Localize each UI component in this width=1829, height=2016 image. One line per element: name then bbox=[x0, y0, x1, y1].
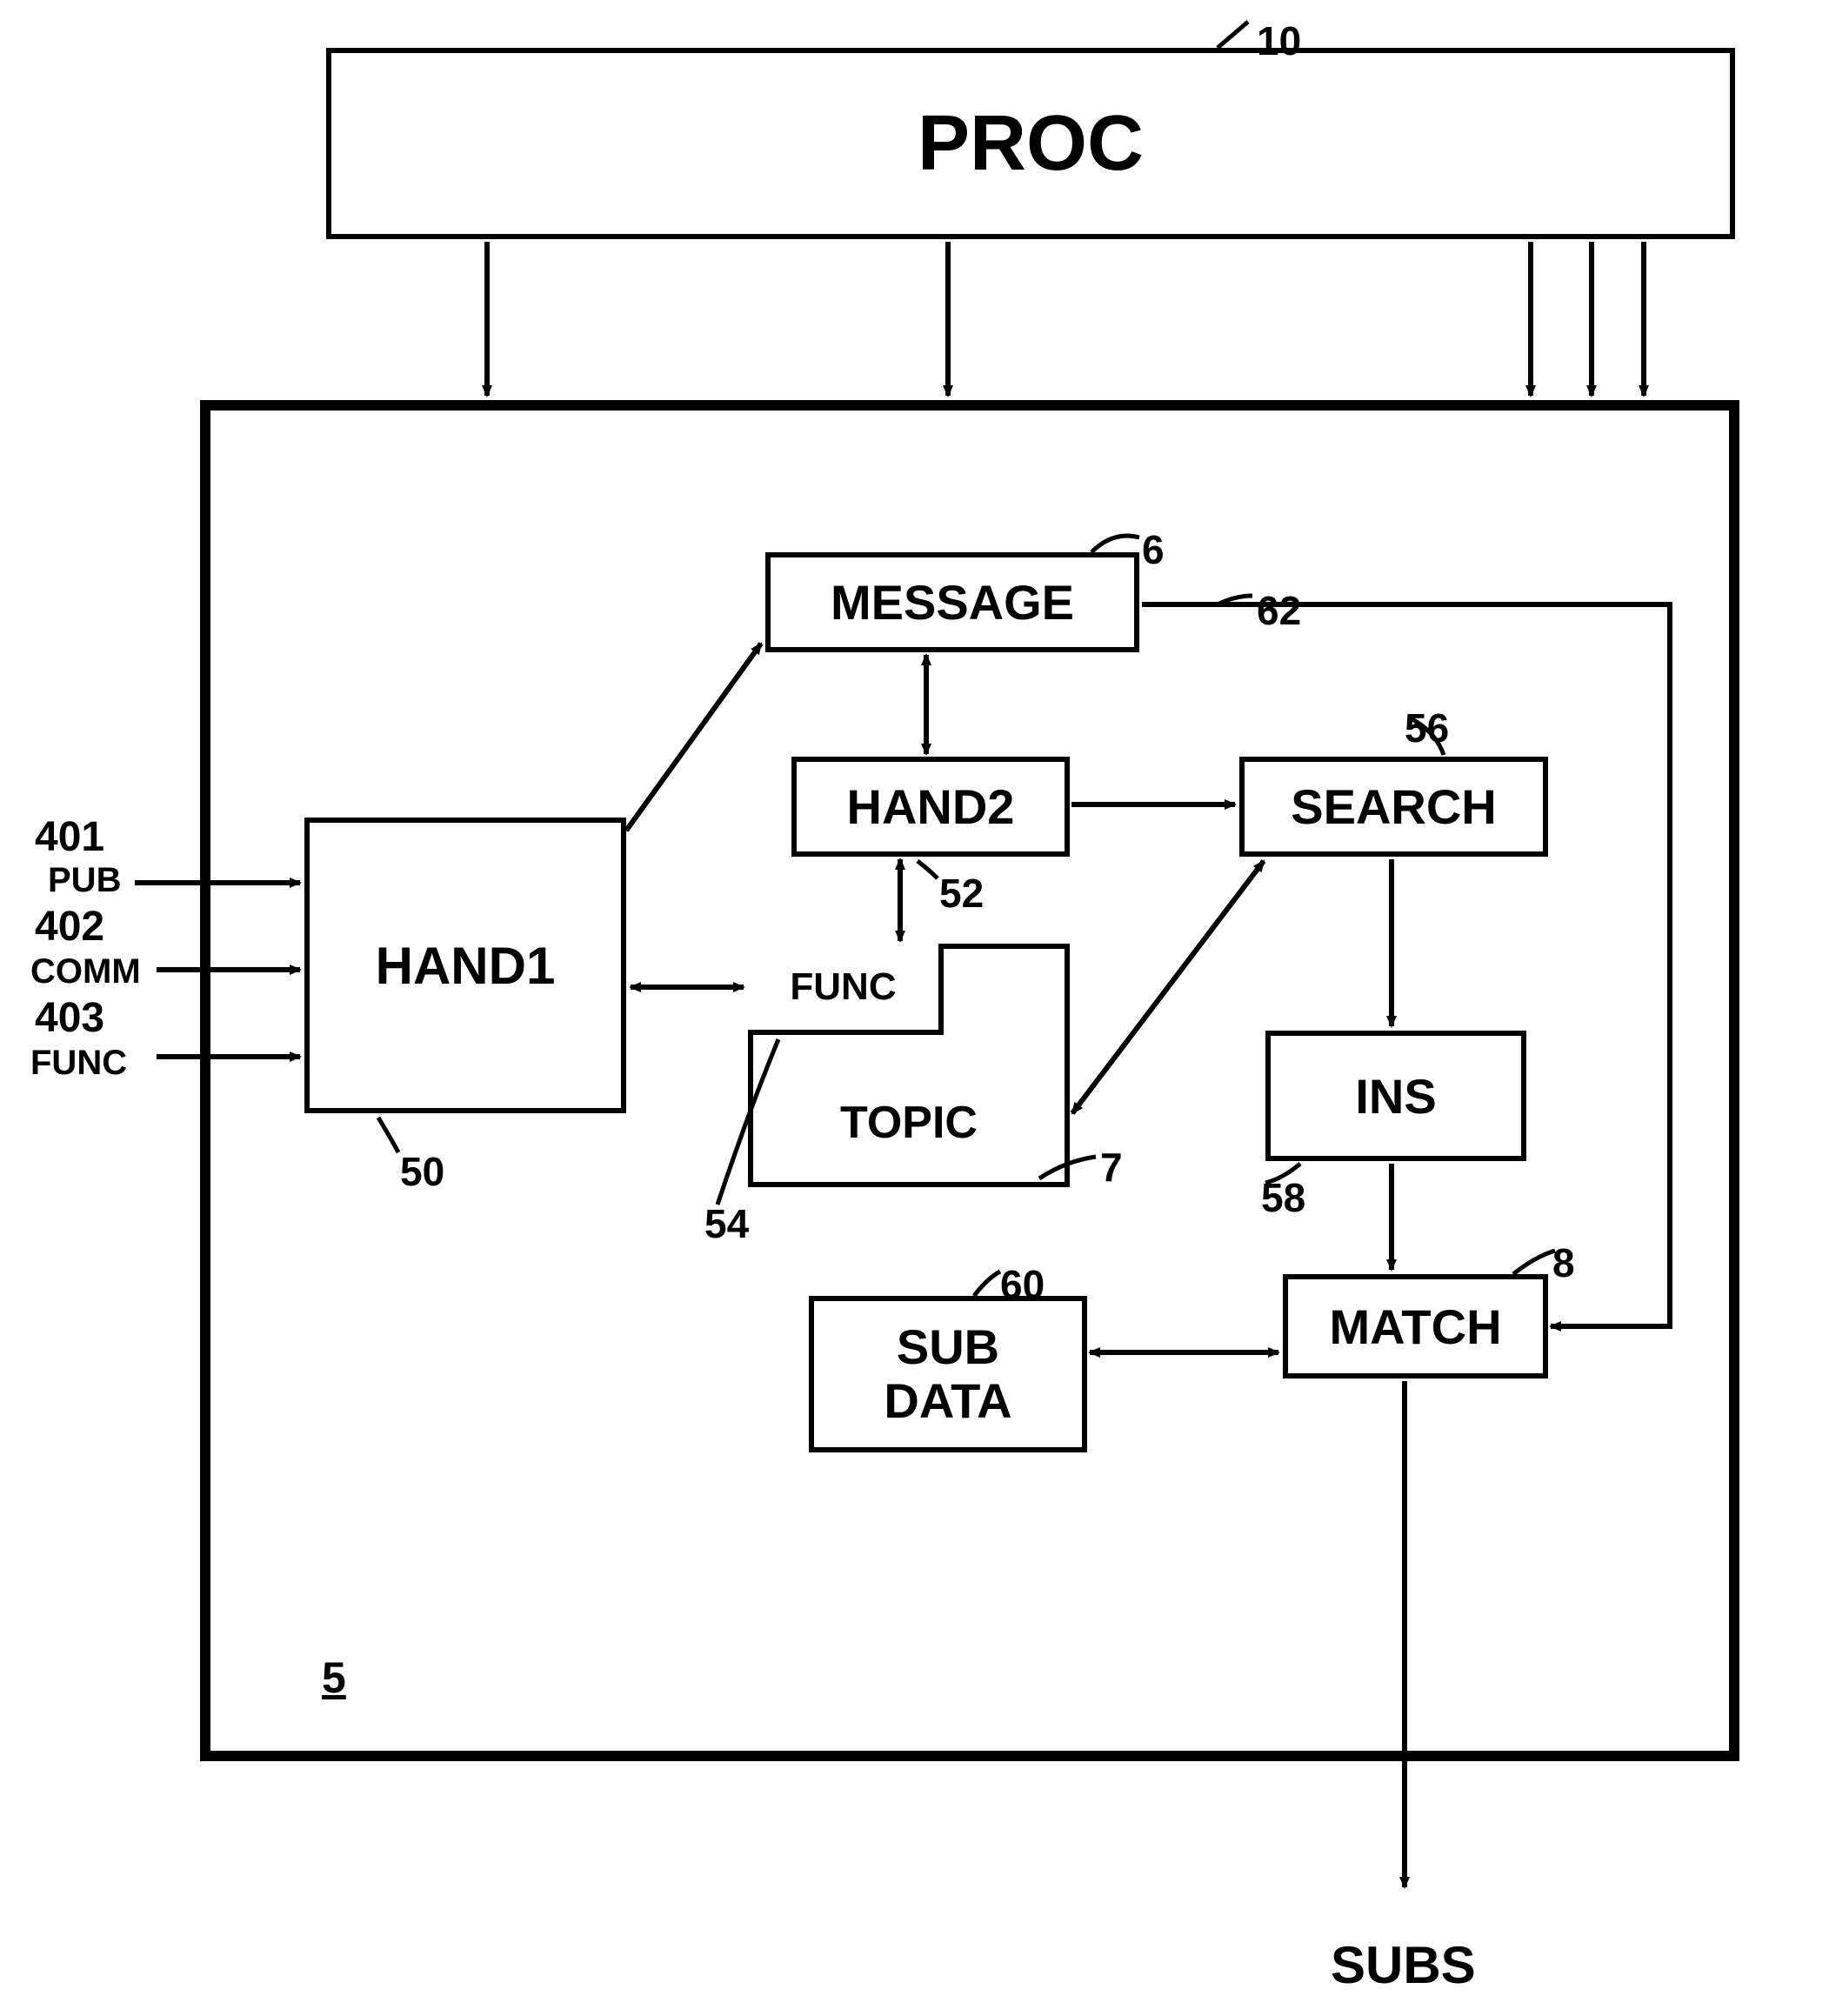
func-inner-ref: 54 bbox=[704, 1200, 749, 1247]
ins-label: INS bbox=[1355, 1068, 1436, 1125]
sub-data-label2: DATA bbox=[884, 1374, 1011, 1428]
input-ref-403: 403 bbox=[35, 994, 104, 1042]
message-box: MESSAGE bbox=[765, 552, 1139, 652]
match-ref: 8 bbox=[1552, 1239, 1575, 1286]
match-label: MATCH bbox=[1329, 1298, 1501, 1355]
search-ref: 56 bbox=[1405, 704, 1449, 751]
sub-data-box: SUB DATA bbox=[809, 1296, 1087, 1452]
proc-ref: 10 bbox=[1257, 17, 1301, 64]
sub-data-label1: SUB bbox=[897, 1320, 999, 1374]
container-ref: 5 bbox=[322, 1652, 346, 1703]
hand2-ref: 52 bbox=[939, 870, 984, 917]
hand2-label: HAND2 bbox=[847, 778, 1015, 835]
input-ref-402: 402 bbox=[35, 903, 104, 951]
func-inner-label: FUNC bbox=[790, 965, 896, 1009]
sub-data-ref: 60 bbox=[1000, 1261, 1045, 1308]
ins-box: INS bbox=[1265, 1031, 1526, 1161]
search-label: SEARCH bbox=[1291, 778, 1496, 835]
input-ref-401: 401 bbox=[35, 813, 104, 861]
search-box: SEARCH bbox=[1239, 757, 1548, 857]
topic-label: TOPIC bbox=[840, 1097, 978, 1149]
message-label: MESSAGE bbox=[831, 574, 1074, 631]
hand1-ref: 50 bbox=[400, 1148, 444, 1195]
hand1-box: HAND1 bbox=[304, 818, 626, 1113]
input-label-func: FUNC bbox=[30, 1044, 127, 1083]
func-inner-box: FUNC bbox=[748, 944, 944, 1035]
topic-ref: 7 bbox=[1100, 1144, 1123, 1191]
input-label-pub: PUB bbox=[48, 861, 121, 900]
message-ref: 6 bbox=[1142, 526, 1165, 573]
ins-ref: 58 bbox=[1261, 1174, 1305, 1221]
proc-box: PROC bbox=[326, 48, 1735, 239]
input-label-comm: COMM bbox=[30, 952, 141, 991]
output-subs: SUBS bbox=[1331, 1935, 1476, 1995]
match-box: MATCH bbox=[1283, 1274, 1548, 1378]
hand1-label: HAND1 bbox=[376, 936, 556, 996]
proc-label: PROC bbox=[918, 99, 1144, 189]
hand2-box: HAND2 bbox=[791, 757, 1070, 857]
edge-ref-62: 62 bbox=[1257, 587, 1301, 634]
